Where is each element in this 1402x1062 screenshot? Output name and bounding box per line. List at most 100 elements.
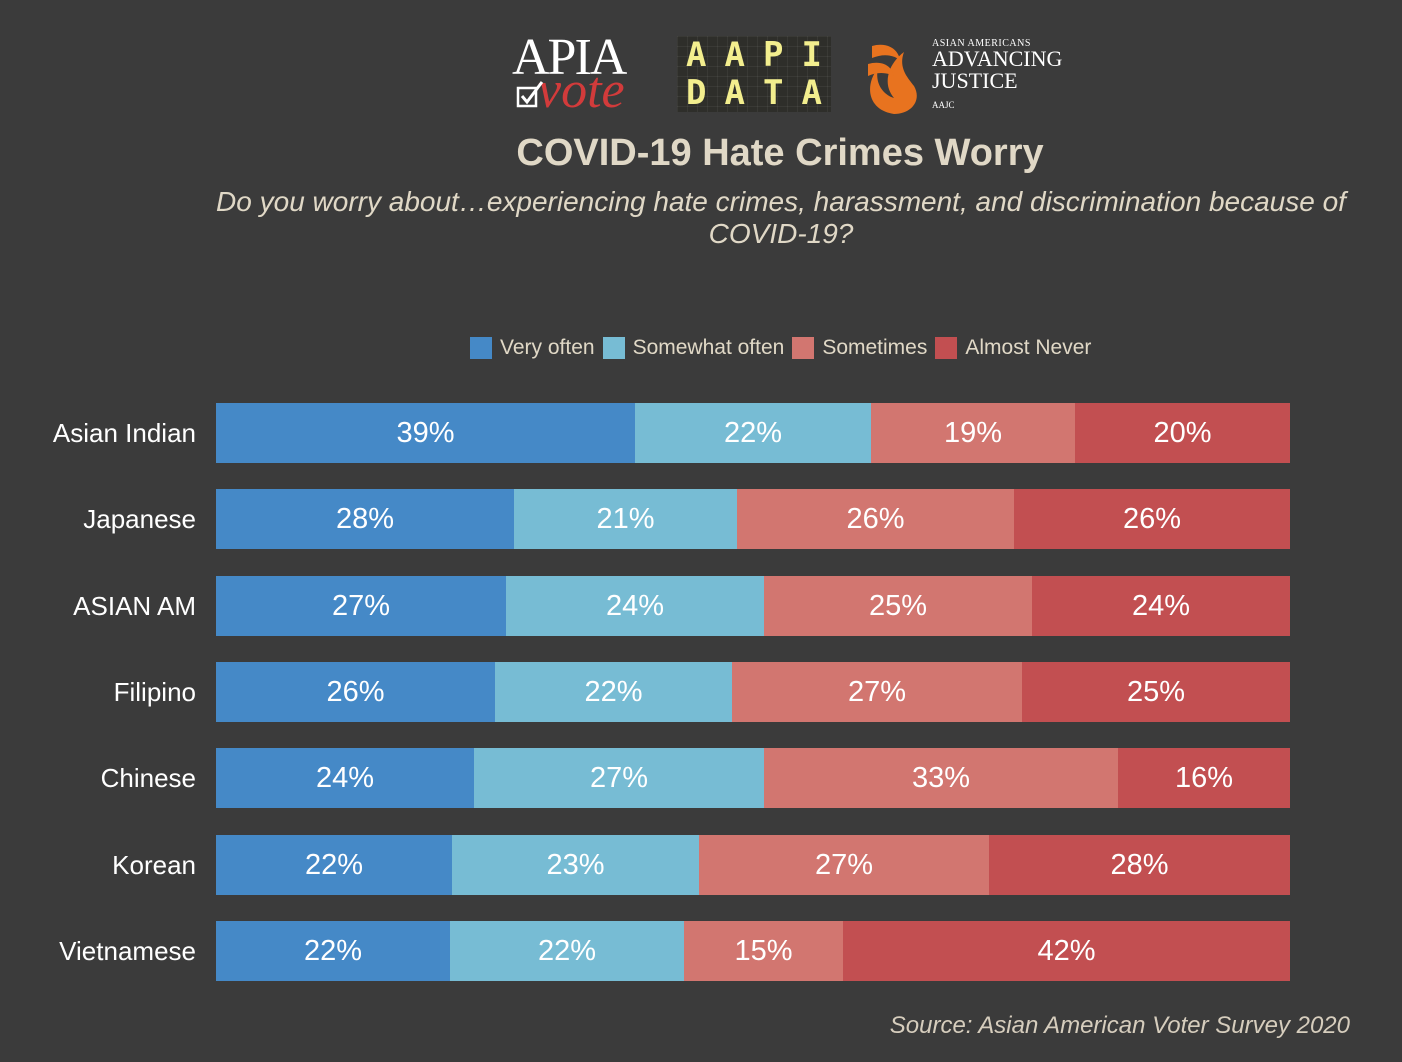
data-label: 24% bbox=[1132, 590, 1190, 623]
bar-segment: 22% bbox=[216, 835, 452, 895]
aapi-data-logo: A A P I D A T A bbox=[677, 36, 831, 112]
aapi-letter: A bbox=[686, 36, 706, 74]
bar-segment: 22% bbox=[450, 921, 684, 981]
checkbox-icon bbox=[516, 80, 546, 110]
data-label: 39% bbox=[396, 417, 454, 450]
category-label: Vietnamese bbox=[0, 921, 196, 981]
data-label: 20% bbox=[1153, 417, 1211, 450]
data-letter: A bbox=[802, 74, 822, 112]
bar-segment: 22% bbox=[495, 662, 732, 722]
legend-item: Almost Never bbox=[935, 336, 1091, 360]
data-label: 26% bbox=[326, 676, 384, 709]
stacked-bar: 22% 22% 15% 42% bbox=[216, 921, 1290, 981]
stacked-bar: 22% 23% 27% 28% bbox=[216, 835, 1290, 895]
bar-segment: 26% bbox=[737, 489, 1014, 549]
data-label: 26% bbox=[846, 503, 904, 536]
bar-segment: 27% bbox=[699, 835, 989, 895]
aapi-letter: P bbox=[763, 36, 783, 74]
legend-item: Somewhat often bbox=[603, 336, 785, 360]
category-label: Chinese bbox=[0, 748, 196, 808]
aapi-letter: A bbox=[725, 36, 745, 74]
legend-swatch bbox=[470, 337, 492, 359]
data-label: 16% bbox=[1175, 762, 1233, 795]
legend-label: Almost Never bbox=[965, 336, 1091, 360]
category-label: ASIAN AM bbox=[0, 576, 196, 636]
data-letter: D bbox=[686, 74, 706, 112]
category-label: Japanese bbox=[0, 489, 196, 549]
legend-swatch bbox=[792, 337, 814, 359]
bar-segment: 39% bbox=[216, 403, 635, 463]
data-label: 15% bbox=[734, 935, 792, 968]
data-label: 25% bbox=[869, 590, 927, 623]
flame-icon bbox=[864, 34, 926, 116]
legend-item: Very often bbox=[470, 336, 595, 360]
category-label: Korean bbox=[0, 835, 196, 895]
legend-label: Very often bbox=[500, 336, 595, 360]
bar-segment: 27% bbox=[216, 576, 506, 636]
legend-label: Somewhat often bbox=[633, 336, 785, 360]
data-label: 27% bbox=[848, 676, 906, 709]
logo-bar: APIA vote A A P I D A T A ASIAN AMERICAN… bbox=[0, 0, 1402, 120]
category-label: Asian Indian bbox=[0, 403, 196, 463]
legend-label: Sometimes bbox=[822, 336, 927, 360]
aajc-big-text: ADVANCING JUSTICE bbox=[932, 48, 1082, 92]
data-label: 27% bbox=[332, 590, 390, 623]
data-label: 23% bbox=[546, 849, 604, 882]
bar-segment: 26% bbox=[216, 662, 495, 722]
bar-segment: 15% bbox=[684, 921, 843, 981]
bar-segment: 27% bbox=[474, 748, 764, 808]
aajc-tiny-text: AAJC bbox=[932, 100, 955, 110]
data-label: 21% bbox=[596, 503, 654, 536]
bar-segment: 22% bbox=[216, 921, 450, 981]
aapi-letter: I bbox=[802, 36, 822, 74]
bar-segment: 23% bbox=[452, 835, 699, 895]
stacked-bar: 39% 22% 19% 20% bbox=[216, 403, 1290, 463]
data-label: 24% bbox=[606, 590, 664, 623]
stacked-bar: 24% 27% 33% 16% bbox=[216, 748, 1290, 808]
vote-logo-text: vote bbox=[538, 66, 625, 116]
bar-segment: 28% bbox=[216, 489, 514, 549]
data-label: 22% bbox=[538, 935, 596, 968]
bar-segment: 19% bbox=[871, 403, 1075, 463]
data-label: 24% bbox=[316, 762, 374, 795]
bar-segment: 20% bbox=[1075, 403, 1290, 463]
bar-segment: 42% bbox=[843, 921, 1290, 981]
bar-segment: 25% bbox=[764, 576, 1032, 636]
bar-segment: 16% bbox=[1118, 748, 1290, 808]
category-label: Filipino bbox=[0, 662, 196, 722]
chart-title: COVID-19 Hate Crimes Worry bbox=[180, 130, 1380, 176]
stacked-bar: 26% 22% 27% 25% bbox=[216, 662, 1290, 722]
aajc-advancing: ADVANCING bbox=[932, 48, 1082, 70]
data-label: 25% bbox=[1127, 676, 1185, 709]
bar-segment: 27% bbox=[732, 662, 1022, 722]
bar-segment: 24% bbox=[506, 576, 764, 636]
chart-subtitle: Do you worry about…experiencing hate cri… bbox=[176, 186, 1386, 250]
aajc-justice: JUSTICE bbox=[932, 70, 1082, 92]
data-label: 22% bbox=[305, 849, 363, 882]
data-label: 28% bbox=[336, 503, 394, 536]
data-logo-row: D A T A bbox=[677, 74, 831, 112]
chart-legend: Very often Somewhat often Sometimes Almost … bbox=[470, 334, 1099, 362]
bar-segment: 22% bbox=[635, 403, 871, 463]
data-label: 28% bbox=[1110, 849, 1168, 882]
data-letter: T bbox=[763, 74, 783, 112]
data-label: 42% bbox=[1037, 935, 1095, 968]
source-note: Source: Asian American Voter Survey 2020 bbox=[890, 1012, 1350, 1040]
aajc-logo: ASIAN AMERICANS ADVANCING JUSTICE AAJC bbox=[864, 34, 1084, 118]
bar-segment: 24% bbox=[1032, 576, 1290, 636]
legend-swatch bbox=[603, 337, 625, 359]
aapi-logo-row: A A P I bbox=[677, 36, 831, 74]
bar-segment: 24% bbox=[216, 748, 474, 808]
data-label: 33% bbox=[912, 762, 970, 795]
bar-segment: 26% bbox=[1014, 489, 1290, 549]
apia-vote-logo: APIA vote bbox=[512, 30, 657, 115]
legend-swatch bbox=[935, 337, 957, 359]
data-label: 27% bbox=[815, 849, 873, 882]
data-label: 22% bbox=[304, 935, 362, 968]
data-label: 19% bbox=[944, 417, 1002, 450]
bar-segment: 33% bbox=[764, 748, 1118, 808]
bar-segment: 28% bbox=[989, 835, 1290, 895]
data-label: 22% bbox=[584, 676, 642, 709]
data-label: 22% bbox=[724, 417, 782, 450]
data-label: 27% bbox=[590, 762, 648, 795]
